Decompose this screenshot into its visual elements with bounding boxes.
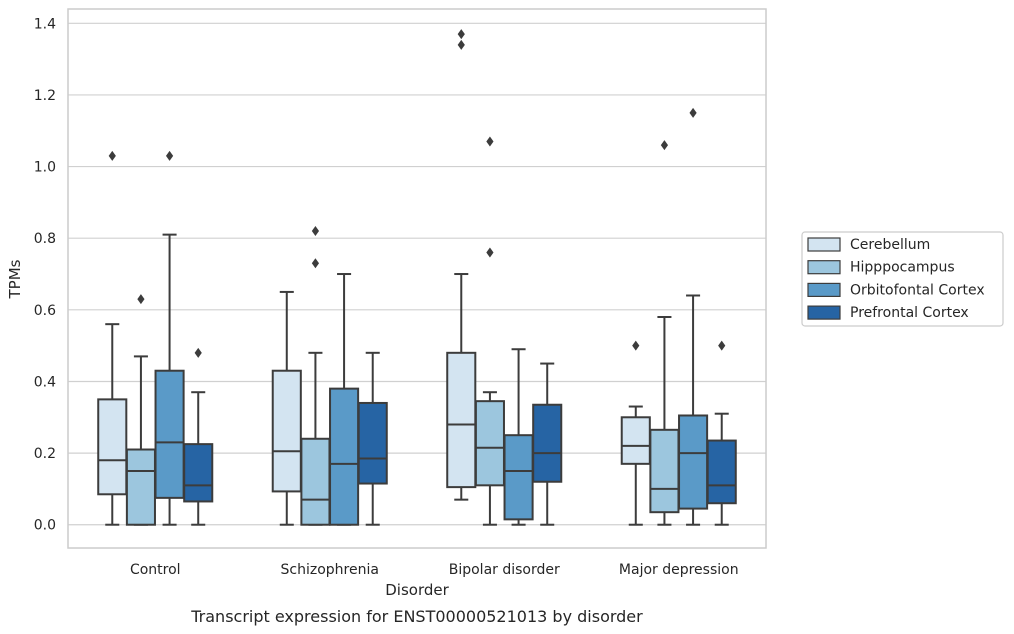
box-iqr — [503, 434, 534, 521]
box-iqr — [329, 387, 360, 526]
box-iqr — [446, 351, 477, 489]
y-tick-label: 0.8 — [34, 231, 56, 247]
box-iqr — [125, 448, 156, 526]
legend: Cerebellum Hipppocampus Orbitofontal Corte… — [801, 231, 1004, 327]
box-iqr — [706, 439, 737, 505]
legend-label: Prefrontal Cortex — [850, 305, 969, 321]
legend-swatch — [807, 282, 841, 297]
box-prefrontal-cortex — [532, 362, 563, 526]
legend-swatch — [807, 305, 841, 320]
outlier-point — [137, 294, 145, 305]
y-axis-label: TPMs — [6, 259, 24, 299]
outlier-point — [108, 150, 116, 161]
y-tick-label: 0.0 — [34, 518, 56, 534]
chart-caption: Transcript expression for ENST0000052101… — [190, 607, 643, 626]
box-cerebellum — [97, 150, 128, 526]
outlier-point — [311, 258, 320, 269]
outlier-point — [194, 347, 202, 358]
y-tick-label: 0.4 — [34, 374, 56, 390]
box-hipppocampus — [300, 226, 331, 526]
box-iqr — [271, 369, 302, 493]
outlier-point — [632, 340, 640, 351]
box-prefrontal-cortex — [357, 351, 388, 526]
legend-frame — [801, 231, 1004, 327]
legend-swatch — [807, 237, 841, 252]
outlier-point — [718, 340, 726, 351]
box-orbitofontal-cortex — [503, 348, 534, 526]
x-tick-label: Major depression — [619, 562, 739, 578]
box-cerebellum — [446, 29, 477, 501]
y-tick-label: 1.4 — [34, 16, 56, 32]
outlier-point — [457, 39, 465, 50]
outlier-point — [486, 136, 494, 147]
x-tick-label: Bipolar disorder — [449, 562, 560, 578]
box-orbitofontal-cortex — [678, 107, 709, 526]
outlier-point — [486, 247, 494, 258]
y-axis-ticks: 0.0 0.2 0.4 0.6 0.8 1.0 1.2 1.4 — [34, 16, 56, 533]
x-axis-ticks: Control Schizophrenia Bipolar disorder Majo… — [130, 562, 739, 578]
plot-frame — [67, 8, 767, 549]
y-tick-label: 0.2 — [34, 446, 56, 462]
outlier-point — [689, 107, 697, 118]
box-iqr — [97, 398, 128, 496]
y-tick-label: 1.2 — [34, 88, 56, 104]
box-iqr — [183, 443, 214, 503]
box-iqr — [532, 403, 563, 483]
x-axis-label: Disorder — [385, 581, 449, 599]
legend-label: Cerebellum — [850, 237, 930, 253]
box-iqr — [300, 437, 331, 526]
box-cerebellum — [271, 290, 302, 526]
box-iqr — [357, 401, 388, 485]
x-tick-label: Schizophrenia — [281, 562, 379, 578]
outlier-point — [457, 29, 465, 40]
box-orbitofontal-cortex — [154, 150, 185, 526]
outlier-point — [660, 140, 669, 151]
box-hipppocampus — [649, 140, 680, 526]
box-iqr — [474, 400, 505, 487]
y-tick-label: 0.6 — [34, 303, 56, 319]
outlier-point — [165, 150, 174, 161]
box-prefrontal-cortex — [706, 340, 737, 526]
box-iqr — [678, 414, 709, 510]
box-hipppocampus — [125, 294, 156, 526]
box-prefrontal-cortex — [183, 347, 214, 526]
box-cerebellum — [620, 340, 651, 526]
box-iqr — [620, 416, 651, 465]
legend-label: Orbitofontal Cortex — [850, 282, 985, 298]
outlier-point — [311, 226, 320, 237]
y-tick-label: 1.0 — [34, 160, 56, 176]
box-plot-area — [97, 29, 737, 526]
box-iqr — [154, 369, 185, 499]
box-hipppocampus — [474, 136, 505, 526]
legend-label: Hipppocampus — [850, 260, 955, 276]
box-orbitofontal-cortex — [329, 273, 360, 526]
x-tick-label: Control — [130, 562, 181, 578]
box-iqr — [649, 428, 680, 514]
legend-swatch — [807, 260, 841, 275]
